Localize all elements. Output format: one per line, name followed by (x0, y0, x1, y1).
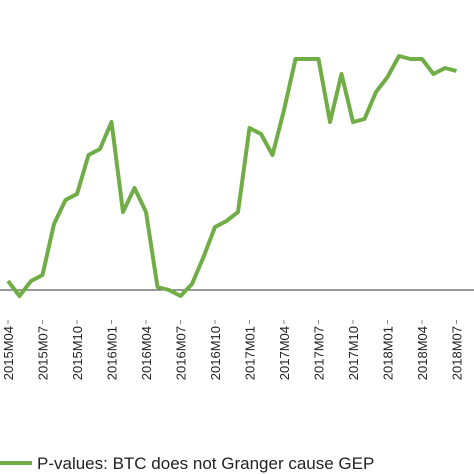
legend-label: P-values: BTC does not Granger cause GEP (37, 454, 374, 473)
x-tick-label: 2016M10 (208, 326, 223, 380)
x-tick-label: 2017M04 (277, 326, 292, 380)
x-tick-label: 2018M04 (415, 326, 430, 380)
data-line (6, 54, 458, 298)
x-tick-label: 2016M01 (105, 326, 120, 380)
x-tick-label: 2016M04 (139, 326, 154, 380)
x-tick-label: 2016M07 (174, 326, 189, 380)
x-tick-label: 2017M01 (243, 326, 258, 380)
x-tick-label: 2015M10 (70, 326, 85, 380)
x-tick-label: 2015M07 (36, 326, 51, 380)
x-tick-label: 2017M10 (346, 326, 361, 380)
x-tick-label: 2017M07 (312, 326, 327, 380)
x-tick-label: 2018M07 (450, 326, 465, 380)
x-tick-label: 2018M01 (381, 326, 396, 380)
x-tick-label: 2015M04 (1, 326, 16, 380)
